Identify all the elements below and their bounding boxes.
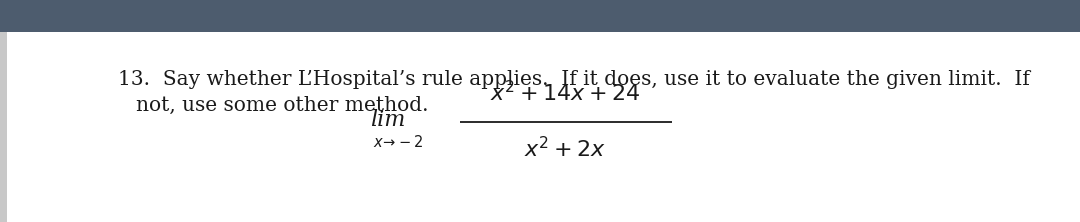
Text: lim: lim [370,109,406,131]
Bar [0,32,6,222]
Text: $x^2 + 2x$: $x^2 + 2x$ [524,137,606,163]
Text: $x^2 + 14x + 24$: $x^2 + 14x + 24$ [490,81,640,107]
Text: 13.  Say whether L’Hospital’s rule applies.  If it does, use it to evaluate the : 13. Say whether L’Hospital’s rule applie… [118,70,1030,89]
Text: $x\!\rightarrow\!-2$: $x\!\rightarrow\!-2$ [373,134,423,150]
Text: not, use some other method.: not, use some other method. [136,96,429,115]
Bar [0,0,1080,32]
